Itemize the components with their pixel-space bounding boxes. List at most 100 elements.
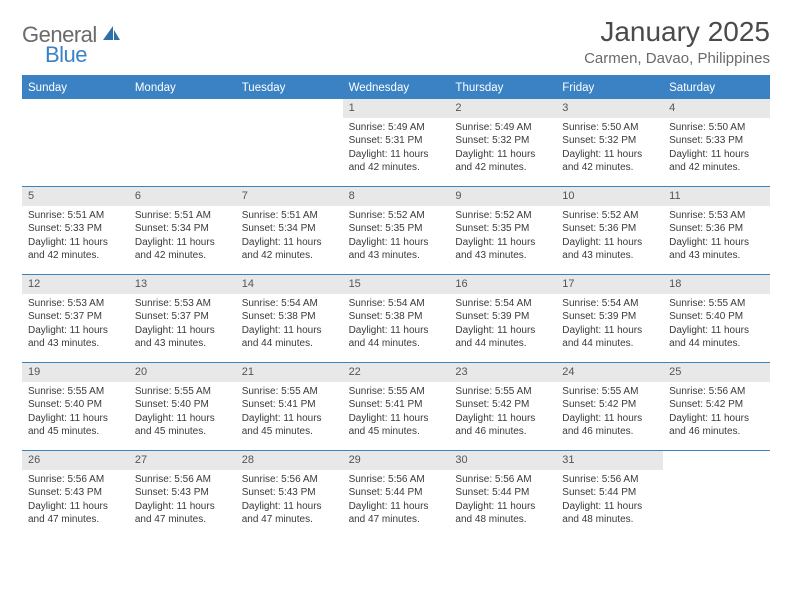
day-number: 20: [129, 363, 236, 382]
calendar-cell: 17Sunrise: 5:54 AMSunset: 5:39 PMDayligh…: [556, 275, 663, 363]
daylight-line-1: Daylight: 11 hours: [562, 500, 657, 514]
daylight-line-1: Daylight: 11 hours: [562, 236, 657, 250]
day-number: 10: [556, 187, 663, 206]
day-number: 6: [129, 187, 236, 206]
sunrise-line: Sunrise: 5:52 AM: [349, 209, 444, 223]
cell-body: Sunrise: 5:50 AMSunset: 5:32 PMDaylight:…: [556, 118, 663, 179]
logo-text-blue-wrap: Blue: [45, 42, 87, 68]
cell-body: Sunrise: 5:55 AMSunset: 5:42 PMDaylight:…: [449, 382, 556, 443]
calendar-cell: 31Sunrise: 5:56 AMSunset: 5:44 PMDayligh…: [556, 451, 663, 539]
day-header: Thursday: [449, 77, 556, 99]
daylight-line-1: Daylight: 11 hours: [28, 324, 123, 338]
sunset-line: Sunset: 5:33 PM: [669, 134, 764, 148]
cell-body: Sunrise: 5:56 AMSunset: 5:44 PMDaylight:…: [556, 470, 663, 531]
calendar-cell: 12Sunrise: 5:53 AMSunset: 5:37 PMDayligh…: [22, 275, 129, 363]
calendar-cell: [236, 99, 343, 187]
logo-text-blue: Blue: [45, 42, 87, 67]
sunrise-line: Sunrise: 5:56 AM: [562, 473, 657, 487]
cell-body: Sunrise: 5:49 AMSunset: 5:32 PMDaylight:…: [449, 118, 556, 179]
cell-body: Sunrise: 5:52 AMSunset: 5:36 PMDaylight:…: [556, 206, 663, 267]
day-number: 3: [556, 99, 663, 118]
cell-body: [236, 118, 343, 125]
daylight-line-2: and 44 minutes.: [349, 337, 444, 351]
daylight-line-1: Daylight: 11 hours: [562, 324, 657, 338]
day-number: 19: [22, 363, 129, 382]
cell-body: Sunrise: 5:52 AMSunset: 5:35 PMDaylight:…: [449, 206, 556, 267]
day-number: 14: [236, 275, 343, 294]
day-number: 17: [556, 275, 663, 294]
daylight-line-2: and 47 minutes.: [135, 513, 230, 527]
daylight-line-1: Daylight: 11 hours: [455, 236, 550, 250]
daylight-line-1: Daylight: 11 hours: [242, 412, 337, 426]
sunset-line: Sunset: 5:38 PM: [349, 310, 444, 324]
daylight-line-2: and 44 minutes.: [669, 337, 764, 351]
day-number: [129, 99, 236, 118]
daylight-line-2: and 44 minutes.: [455, 337, 550, 351]
day-number: 12: [22, 275, 129, 294]
daylight-line-2: and 45 minutes.: [28, 425, 123, 439]
sunset-line: Sunset: 5:42 PM: [562, 398, 657, 412]
sunrise-line: Sunrise: 5:51 AM: [28, 209, 123, 223]
calendar-cell: 5Sunrise: 5:51 AMSunset: 5:33 PMDaylight…: [22, 187, 129, 275]
daylight-line-2: and 48 minutes.: [562, 513, 657, 527]
sunset-line: Sunset: 5:36 PM: [669, 222, 764, 236]
day-number: [236, 99, 343, 118]
sunset-line: Sunset: 5:43 PM: [135, 486, 230, 500]
cell-body: Sunrise: 5:51 AMSunset: 5:34 PMDaylight:…: [129, 206, 236, 267]
cell-body: Sunrise: 5:54 AMSunset: 5:38 PMDaylight:…: [236, 294, 343, 355]
cell-body: [22, 118, 129, 125]
calendar-cell: 25Sunrise: 5:56 AMSunset: 5:42 PMDayligh…: [663, 363, 770, 451]
cell-body: Sunrise: 5:51 AMSunset: 5:33 PMDaylight:…: [22, 206, 129, 267]
daylight-line-1: Daylight: 11 hours: [135, 236, 230, 250]
day-header: Tuesday: [236, 77, 343, 99]
daylight-line-2: and 43 minutes.: [455, 249, 550, 263]
daylight-line-1: Daylight: 11 hours: [669, 324, 764, 338]
sunrise-line: Sunrise: 5:54 AM: [349, 297, 444, 311]
daylight-line-1: Daylight: 11 hours: [28, 236, 123, 250]
sunrise-line: Sunrise: 5:52 AM: [455, 209, 550, 223]
day-header: Sunday: [22, 77, 129, 99]
daylight-line-1: Daylight: 11 hours: [562, 148, 657, 162]
calendar-cell: 26Sunrise: 5:56 AMSunset: 5:43 PMDayligh…: [22, 451, 129, 539]
daylight-line-1: Daylight: 11 hours: [242, 324, 337, 338]
calendar-cell: 6Sunrise: 5:51 AMSunset: 5:34 PMDaylight…: [129, 187, 236, 275]
calendar-cell: 27Sunrise: 5:56 AMSunset: 5:43 PMDayligh…: [129, 451, 236, 539]
sunset-line: Sunset: 5:33 PM: [28, 222, 123, 236]
sunset-line: Sunset: 5:44 PM: [562, 486, 657, 500]
cell-body: Sunrise: 5:56 AMSunset: 5:42 PMDaylight:…: [663, 382, 770, 443]
daylight-line-2: and 43 minutes.: [28, 337, 123, 351]
sunset-line: Sunset: 5:41 PM: [349, 398, 444, 412]
daylight-line-2: and 45 minutes.: [349, 425, 444, 439]
daylight-line-2: and 43 minutes.: [562, 249, 657, 263]
daylight-line-2: and 44 minutes.: [562, 337, 657, 351]
calendar-cell: [129, 99, 236, 187]
day-number: 26: [22, 451, 129, 470]
cell-body: Sunrise: 5:53 AMSunset: 5:36 PMDaylight:…: [663, 206, 770, 267]
daylight-line-1: Daylight: 11 hours: [455, 500, 550, 514]
cell-body: Sunrise: 5:55 AMSunset: 5:40 PMDaylight:…: [22, 382, 129, 443]
daylight-line-1: Daylight: 11 hours: [135, 412, 230, 426]
day-number: 22: [343, 363, 450, 382]
day-number: 5: [22, 187, 129, 206]
daylight-line-2: and 45 minutes.: [242, 425, 337, 439]
sunset-line: Sunset: 5:40 PM: [28, 398, 123, 412]
day-number: 7: [236, 187, 343, 206]
sunrise-line: Sunrise: 5:53 AM: [28, 297, 123, 311]
daylight-line-1: Daylight: 11 hours: [242, 236, 337, 250]
cell-body: Sunrise: 5:55 AMSunset: 5:40 PMDaylight:…: [663, 294, 770, 355]
sunrise-line: Sunrise: 5:55 AM: [562, 385, 657, 399]
calendar-cell: 20Sunrise: 5:55 AMSunset: 5:40 PMDayligh…: [129, 363, 236, 451]
location-text: Carmen, Davao, Philippines: [584, 50, 770, 67]
day-number: 28: [236, 451, 343, 470]
sunset-line: Sunset: 5:44 PM: [349, 486, 444, 500]
sunset-line: Sunset: 5:43 PM: [28, 486, 123, 500]
daylight-line-2: and 42 minutes.: [349, 161, 444, 175]
header: General January 2025 Carmen, Davao, Phil…: [22, 16, 770, 67]
calendar-cell: 18Sunrise: 5:55 AMSunset: 5:40 PMDayligh…: [663, 275, 770, 363]
sunset-line: Sunset: 5:36 PM: [562, 222, 657, 236]
daylight-line-2: and 44 minutes.: [242, 337, 337, 351]
day-header: Friday: [556, 77, 663, 99]
sunset-line: Sunset: 5:38 PM: [242, 310, 337, 324]
daylight-line-1: Daylight: 11 hours: [28, 412, 123, 426]
calendar-grid: SundayMondayTuesdayWednesdayThursdayFrid…: [22, 75, 770, 539]
